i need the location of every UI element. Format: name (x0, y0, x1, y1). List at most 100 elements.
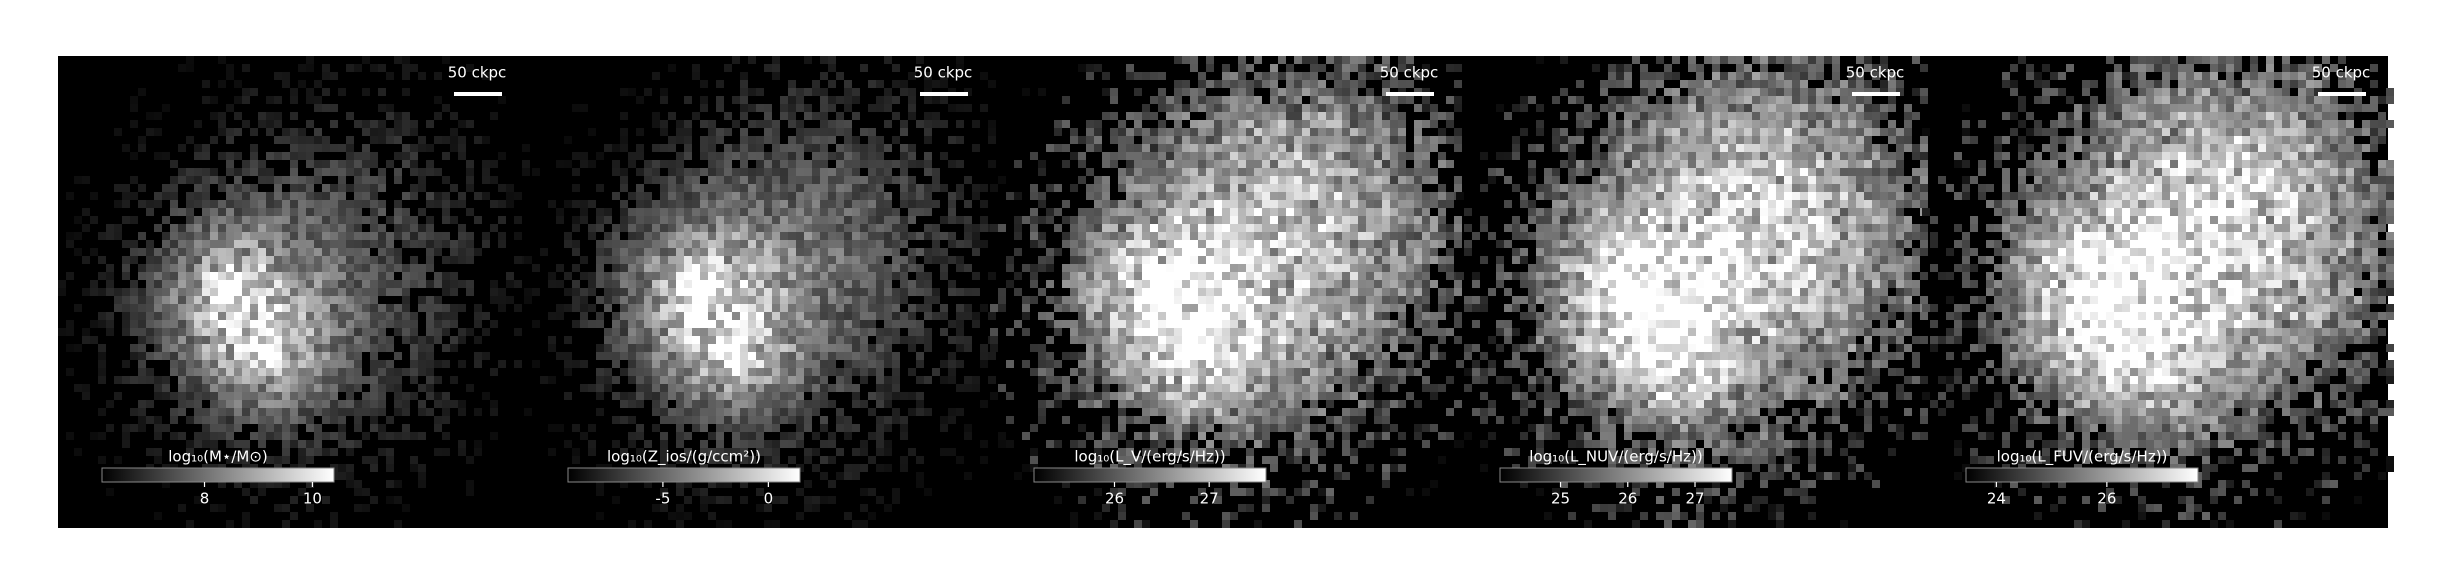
image-pixel (948, 216, 956, 224)
image-pixel (812, 384, 820, 392)
image-pixel (748, 152, 756, 160)
image-pixel (580, 104, 588, 112)
image-pixel (242, 208, 250, 216)
image-pixel (298, 376, 306, 384)
image-pixel (884, 352, 892, 360)
image-pixel (828, 288, 836, 296)
image-pixel (1270, 264, 1278, 272)
image-pixel (836, 336, 844, 344)
image-pixel (1174, 56, 1182, 64)
image-pixel (386, 112, 394, 120)
image-pixel (756, 216, 764, 224)
image-pixel (604, 368, 612, 376)
image-pixel (924, 304, 932, 312)
image-pixel (990, 184, 998, 192)
image-pixel (868, 184, 876, 192)
image-pixel (1206, 248, 1214, 256)
image-pixel (1318, 232, 1326, 240)
image-pixel (804, 208, 812, 216)
image-pixel (956, 408, 964, 416)
image-pixel (210, 312, 218, 320)
image-pixel (1382, 96, 1390, 104)
image-pixel (628, 392, 636, 400)
image-pixel (1102, 160, 1110, 168)
image-pixel (1254, 304, 1262, 312)
image-pixel (804, 104, 812, 112)
image-pixel (258, 296, 266, 304)
image-pixel (924, 184, 932, 192)
image-pixel (226, 376, 234, 384)
image-pixel (1334, 112, 1342, 120)
image-pixel (1142, 304, 1150, 312)
image-pixel (908, 256, 916, 264)
image-pixel (242, 384, 250, 392)
image-pixel (1190, 56, 1198, 64)
image-pixel (812, 504, 820, 512)
image-pixel (314, 280, 322, 288)
image-pixel (274, 400, 282, 408)
image-pixel (924, 280, 932, 288)
image-pixel (740, 192, 748, 200)
image-pixel (266, 368, 274, 376)
image-pixel (868, 160, 876, 168)
image-pixel (226, 136, 234, 144)
image-pixel (844, 376, 852, 384)
image-pixel (130, 104, 138, 112)
image-pixel (1390, 184, 1398, 192)
image-pixel (668, 288, 676, 296)
image-pixel (940, 216, 948, 224)
image-pixel (700, 296, 708, 304)
image-pixel (1142, 168, 1150, 176)
image-pixel (684, 288, 692, 296)
image-pixel (756, 384, 764, 392)
image-pixel (1446, 96, 1454, 104)
image-pixel (194, 288, 202, 296)
image-pixel (676, 168, 684, 176)
image-pixel (828, 440, 836, 448)
image-pixel (1350, 256, 1358, 264)
image-pixel (274, 392, 282, 400)
image-pixel (154, 344, 162, 352)
image-pixel (370, 456, 378, 464)
image-pixel (450, 336, 458, 344)
image-pixel (1222, 112, 1230, 120)
image-pixel (828, 240, 836, 248)
image-pixel (796, 216, 804, 224)
image-pixel (684, 144, 692, 152)
image-pixel (1070, 264, 1078, 272)
image-pixel (852, 424, 860, 432)
image-pixel (1366, 112, 1374, 120)
image-pixel (1374, 176, 1382, 184)
image-pixel (314, 192, 322, 200)
image-pixel (138, 344, 146, 352)
image-pixel (820, 272, 828, 280)
image-pixel (402, 296, 410, 304)
image-pixel (748, 144, 756, 152)
image-pixel (146, 304, 154, 312)
image-pixel (908, 248, 916, 256)
image-pixel (1142, 240, 1150, 248)
image-pixel (186, 520, 194, 528)
image-pixel (924, 136, 932, 144)
image-pixel (1390, 288, 1398, 296)
image-pixel (1326, 96, 1334, 104)
image-pixel (98, 352, 106, 360)
image-pixel (820, 296, 828, 304)
image-pixel (370, 200, 378, 208)
image-pixel (186, 360, 194, 368)
image-pixel (1390, 216, 1398, 224)
image-pixel (1126, 152, 1134, 160)
image-pixel (572, 240, 580, 248)
image-pixel (282, 224, 290, 232)
image-pixel (218, 432, 226, 440)
image-pixel (82, 392, 90, 400)
image-pixel (828, 496, 836, 504)
image-pixel (250, 256, 258, 264)
image-pixel (708, 120, 716, 128)
image-pixel (844, 264, 852, 272)
image-pixel (282, 208, 290, 216)
image-pixel (242, 304, 250, 312)
image-pixel (162, 192, 170, 200)
image-pixel (66, 344, 74, 352)
image-pixel (418, 296, 426, 304)
